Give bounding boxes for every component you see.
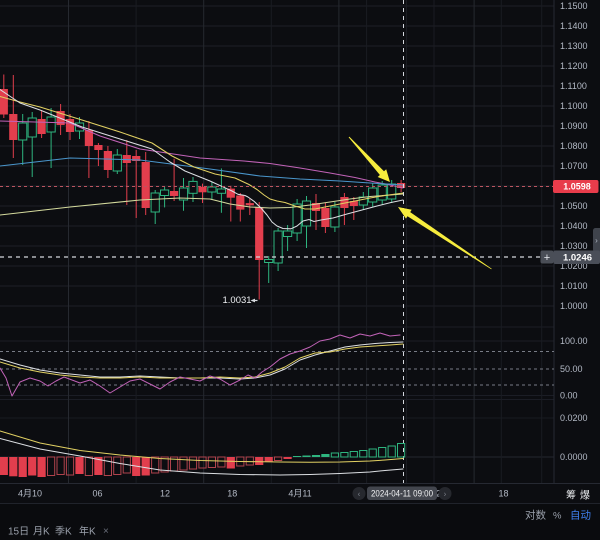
- svg-text:0.0000: 0.0000: [560, 452, 588, 462]
- svg-text:%: %: [553, 511, 562, 522]
- svg-text:100.00: 100.00: [560, 336, 588, 346]
- svg-text:×: ×: [103, 526, 109, 537]
- svg-text:对数: 对数: [525, 509, 546, 522]
- svg-text:1.1400: 1.1400: [560, 21, 588, 31]
- svg-text:1.1500: 1.1500: [560, 1, 588, 11]
- svg-text:1.0900: 1.0900: [560, 121, 588, 131]
- svg-text:›: ›: [444, 490, 447, 499]
- svg-text:筹: 筹: [566, 489, 576, 502]
- svg-text:06: 06: [92, 489, 102, 499]
- svg-text:50.00: 50.00: [560, 364, 583, 374]
- svg-text:4月11: 4月11: [288, 489, 311, 499]
- svg-text:‹: ‹: [358, 490, 361, 499]
- svg-text:18: 18: [227, 489, 237, 499]
- svg-text:月K: 月K: [33, 526, 50, 538]
- svg-text:1.0500: 1.0500: [560, 201, 588, 211]
- svg-text:1.0200: 1.0200: [560, 261, 588, 271]
- svg-text:1.1000: 1.1000: [560, 101, 588, 111]
- svg-text:自动: 自动: [570, 509, 591, 522]
- svg-text:1.0800: 1.0800: [560, 141, 588, 151]
- svg-text:4月10: 4月10: [18, 489, 42, 499]
- svg-text:›: ›: [595, 236, 598, 245]
- svg-text:1.0100: 1.0100: [560, 281, 588, 291]
- svg-text:年K: 年K: [79, 525, 96, 538]
- svg-text:季K: 季K: [55, 526, 72, 538]
- svg-text:15日: 15日: [8, 527, 29, 538]
- svg-text:2024-04-11 09:00: 2024-04-11 09:00: [371, 489, 433, 500]
- svg-text:1.0000: 1.0000: [560, 301, 588, 311]
- svg-text:1.1100: 1.1100: [560, 81, 587, 91]
- svg-text:1.0700: 1.0700: [560, 161, 588, 171]
- svg-text:1.0031: 1.0031: [223, 295, 252, 306]
- svg-text:爆: 爆: [580, 490, 590, 502]
- svg-text:+: +: [544, 252, 550, 264]
- svg-text:12: 12: [160, 489, 170, 499]
- svg-text:0.00: 0.00: [560, 391, 578, 401]
- svg-text:1.0300: 1.0300: [560, 241, 588, 251]
- svg-text:1.0400: 1.0400: [560, 221, 588, 231]
- svg-text:0.0200: 0.0200: [560, 413, 588, 423]
- svg-text:1.1300: 1.1300: [560, 41, 588, 51]
- svg-text:1.1200: 1.1200: [560, 61, 588, 71]
- svg-text:18: 18: [498, 489, 508, 499]
- svg-text:1.0598: 1.0598: [563, 182, 591, 192]
- svg-text:1.0246: 1.0246: [563, 253, 592, 264]
